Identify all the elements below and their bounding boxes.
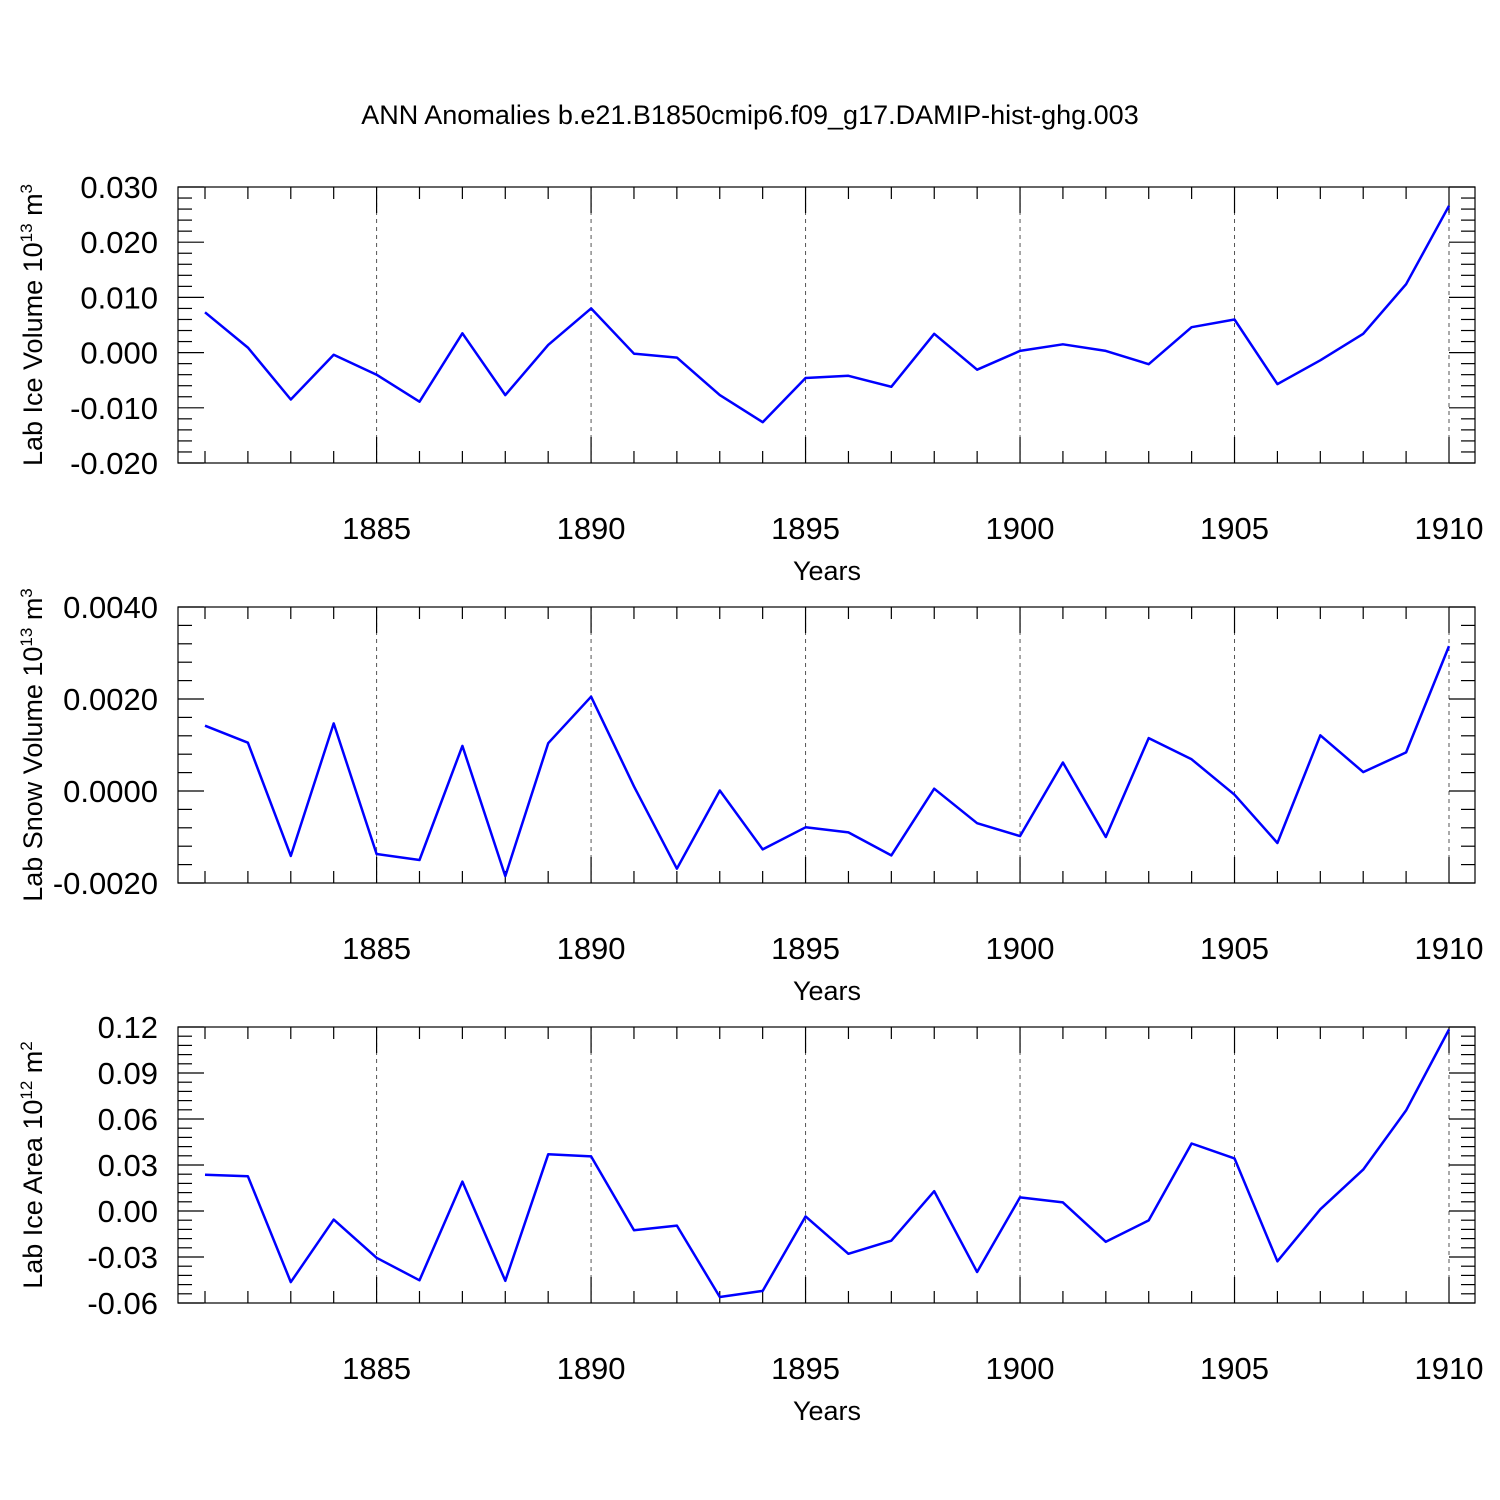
y-axis-title-unit-exponent: 2: [17, 1041, 36, 1050]
y-tick-label: 0.020: [80, 225, 158, 260]
x-tick-label: 1885: [342, 1351, 411, 1386]
y-tick-label: 0.00: [98, 1194, 158, 1229]
panel-2: -0.0020 0.0000 0.0020 0.0040 1885 1890 1895 190…: [17, 588, 1483, 1006]
x-tick-label: 1885: [342, 931, 411, 966]
y-axis-title-main: Lab Ice Volume 10: [18, 242, 48, 466]
x-tick-label: 1895: [771, 511, 840, 546]
y-tick-label: 0.03: [98, 1148, 158, 1183]
x-tick-label: 1910: [1415, 1351, 1484, 1386]
panel-1: -0.020 -0.010 0.000 0.010 0.020 0.030 1885 1890…: [17, 170, 1483, 586]
y-tick-label: -0.03: [87, 1240, 158, 1275]
y-tick-label: 0.0000: [63, 774, 158, 809]
x-axis-title: Years: [793, 1396, 861, 1426]
x-tick-label: 1885: [342, 511, 411, 546]
x-tick-label: 1900: [986, 1351, 1055, 1386]
y-tick-label: 0.0040: [63, 590, 158, 625]
series-line: [204, 1028, 1451, 1299]
y-tick-label: 0.010: [80, 280, 158, 315]
plot-frame: [177, 1026, 1476, 1304]
y-tick-label: -0.020: [70, 446, 158, 481]
x-tick-label: 1910: [1415, 931, 1484, 966]
plot-frame: [177, 606, 1476, 884]
chart-panels: -0.020 -0.010 0.000 0.010 0.020 0.030 1885 1890…: [17, 170, 1483, 1426]
x-tick-label: 1905: [1200, 931, 1269, 966]
series-line: [204, 645, 1451, 878]
y-axis-title-exponent: 13: [17, 223, 36, 242]
x-tick-label: 1890: [557, 1351, 626, 1386]
y-tick-label: -0.010: [70, 391, 158, 426]
y-axis-title-main: Lab Snow Volume 10: [18, 647, 48, 902]
y-tick-label: 0.06: [98, 1102, 158, 1137]
y-axis-title: Lab Snow Volume 1013 m3: [17, 588, 48, 902]
y-tick-label: 0.09: [98, 1056, 158, 1091]
y-axis-title: Lab Ice Volume 1013 m3: [17, 184, 48, 466]
y-tick-label: 0.12: [98, 1010, 158, 1045]
y-tick-label: -0.0020: [53, 866, 158, 901]
y-axis-title: Lab Ice Area 1012 m2: [17, 1041, 48, 1289]
y-axis-title-unit: m: [18, 598, 48, 628]
x-axis-title: Years: [793, 976, 861, 1006]
panel-3: -0.06 -0.03 0.00 0.03 0.06 0.09 0.12 1885 1890 18…: [17, 1010, 1483, 1426]
x-axis-title: Years: [793, 556, 861, 586]
series-line: [204, 205, 1451, 424]
y-tick-label: 0.000: [80, 336, 158, 371]
y-tick-label: 0.030: [80, 170, 158, 205]
x-tick-label: 1900: [986, 511, 1055, 546]
chart-title: ANN Anomalies b.e21.B1850cmip6.f09_g17.D…: [361, 100, 1138, 130]
x-tick-label: 1895: [771, 1351, 840, 1386]
y-axis-title-unit-exponent: 3: [17, 184, 36, 193]
x-tick-label: 1905: [1200, 511, 1269, 546]
x-tick-label: 1890: [557, 511, 626, 546]
y-tick-label: -0.06: [87, 1286, 158, 1321]
x-tick-label: 1900: [986, 931, 1055, 966]
y-tick-label: 0.0020: [63, 682, 158, 717]
x-tick-label: 1890: [557, 931, 626, 966]
x-tick-label: 1905: [1200, 1351, 1269, 1386]
y-axis-title-unit-exponent: 3: [17, 588, 36, 597]
y-axis-title-exponent: 13: [17, 628, 36, 647]
y-axis-title-main: Lab Ice Area 10: [18, 1100, 48, 1289]
x-tick-label: 1910: [1415, 511, 1484, 546]
y-axis-title-exponent: 12: [17, 1081, 36, 1100]
y-axis-title-unit: m: [18, 193, 48, 223]
x-tick-label: 1895: [771, 931, 840, 966]
y-axis-title-unit: m: [18, 1051, 48, 1081]
plot-frame: [177, 186, 1476, 464]
